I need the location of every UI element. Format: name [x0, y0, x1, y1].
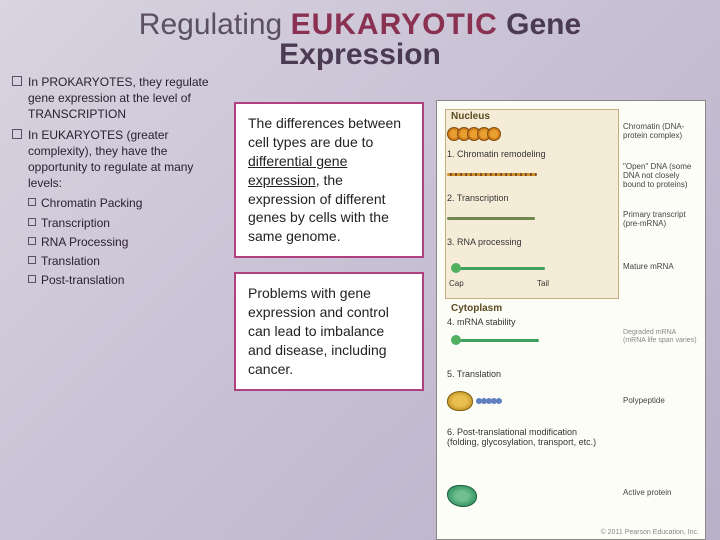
ann-degraded: Degraded mRNA (mRNA life span varies) [623, 329, 699, 344]
sub-2-text: Transcription [41, 215, 110, 231]
copyright-text: © 2011 Pearson Education, Inc. [601, 529, 699, 536]
mrna-cyto-icon [447, 339, 547, 342]
bullet-1-text: In PROKARYOTES, they regulate gene expre… [28, 74, 222, 123]
annotation-1: Chromatin (DNA-protein complex) [623, 123, 699, 141]
title-word-gene: Gene [506, 8, 581, 41]
tail-label: Tail [537, 279, 699, 288]
middle-column: The differences between cell types are d… [234, 102, 424, 540]
gene-expression-diagram: Nucleus Cytoplasm Chromatin (DNA-protein… [436, 100, 706, 540]
checkbox-icon [12, 129, 22, 139]
ann-active-protein: Active protein [623, 489, 699, 498]
sub-bullet-list: Chromatin Packing Transcription RNA Proc… [28, 195, 222, 288]
ann-mature-mrna: Mature mRNA [623, 263, 699, 272]
pre-mrna-icon [447, 217, 547, 220]
sub-4-text: Translation [41, 253, 100, 269]
step-6-label: 6. Post-translational modification (fold… [447, 427, 699, 447]
title-word-eukaryotic: EUKARYOTIC [291, 8, 498, 41]
sub-bullet-4: Translation [28, 253, 222, 269]
step-6-text: 6. Post-translational modification (fold… [447, 427, 607, 447]
sub-bullet-2: Transcription [28, 215, 222, 231]
sub-bullet-1: Chromatin Packing [28, 195, 222, 211]
checkbox-icon [12, 76, 22, 86]
right-column: Nucleus Cytoplasm Chromatin (DNA-protein… [436, 100, 706, 540]
title-line-1: Regulating EUKARYOTIC Gene [0, 8, 720, 42]
bullet-2: In EUKARYOTES (greater complexity), they… [12, 127, 222, 192]
cap-icon [451, 263, 461, 273]
annotation-6: Active protein [623, 489, 699, 498]
content-columns: In PROKARYOTES, they regulate gene expre… [0, 74, 720, 540]
bullet-2-text: In EUKARYOTES (greater complexity), they… [28, 127, 222, 192]
sub-5-text: Post-translation [41, 272, 124, 288]
checkbox-icon [28, 256, 36, 264]
annotation-5: Polypeptide [623, 397, 699, 406]
annotation-1b: "Open" DNA (some DNA not closely bound t… [623, 163, 699, 189]
annotation-2: Primary transcript (pre-mRNA) [623, 211, 699, 229]
step-2-text: 2. Transcription [447, 193, 555, 203]
ribosome-icon [447, 391, 547, 411]
chromatin-icon [447, 127, 497, 143]
title-word-regulating: Regulating [139, 8, 282, 41]
nucleus-label: Nucleus [451, 111, 490, 122]
step-4-label: 4. mRNA stability [447, 317, 699, 327]
bullet-1: In PROKARYOTES, they regulate gene expre… [12, 74, 222, 123]
step-1-text: 1. Chromatin remodeling [447, 149, 555, 159]
step-2-label: 2. Transcription [447, 193, 699, 203]
title-line-2: Expression [0, 38, 720, 72]
callout-1-a: The differences between cell types are d… [248, 115, 401, 150]
ann-pre-mrna: Primary transcript (pre-mRNA) [623, 211, 699, 229]
ann-polypeptide: Polypeptide [623, 397, 699, 406]
slide-title: Regulating EUKARYOTIC Gene Expression [0, 0, 720, 74]
ann-chromatin: Chromatin (DNA-protein complex) [623, 123, 699, 141]
open-dna-icon [447, 173, 547, 176]
sub-1-text: Chromatin Packing [41, 195, 142, 211]
sub-bullet-5: Post-translation [28, 272, 222, 288]
step-4-text: 4. mRNA stability [447, 317, 555, 327]
left-column: In PROKARYOTES, they regulate gene expre… [12, 74, 222, 540]
sub-3-text: RNA Processing [41, 234, 128, 250]
checkbox-icon [28, 237, 36, 245]
active-protein-icon [447, 485, 547, 507]
checkbox-icon [28, 218, 36, 226]
step-3-label: 3. RNA processing [447, 237, 699, 247]
mature-mrna-icon [447, 267, 557, 270]
checkbox-icon [28, 198, 36, 206]
annotation-4: Degraded mRNA (mRNA life span varies) [623, 329, 699, 344]
cytoplasm-label: Cytoplasm [451, 303, 502, 314]
callout-box-1: The differences between cell types are d… [234, 102, 424, 258]
step-3-text: 3. RNA processing [447, 237, 555, 247]
step-1-label: 1. Chromatin remodeling [447, 149, 699, 159]
annotation-3: Mature mRNA [623, 263, 699, 272]
step-5-text: 5. Translation [447, 369, 555, 379]
ann-open-dna: "Open" DNA (some DNA not closely bound t… [623, 163, 699, 189]
step-5-label: 5. Translation [447, 369, 699, 379]
callout-2-text: Problems with gene expression and contro… [248, 285, 389, 377]
sub-bullet-3: RNA Processing [28, 234, 222, 250]
checkbox-icon [28, 275, 36, 283]
callout-box-2: Problems with gene expression and contro… [234, 272, 424, 390]
